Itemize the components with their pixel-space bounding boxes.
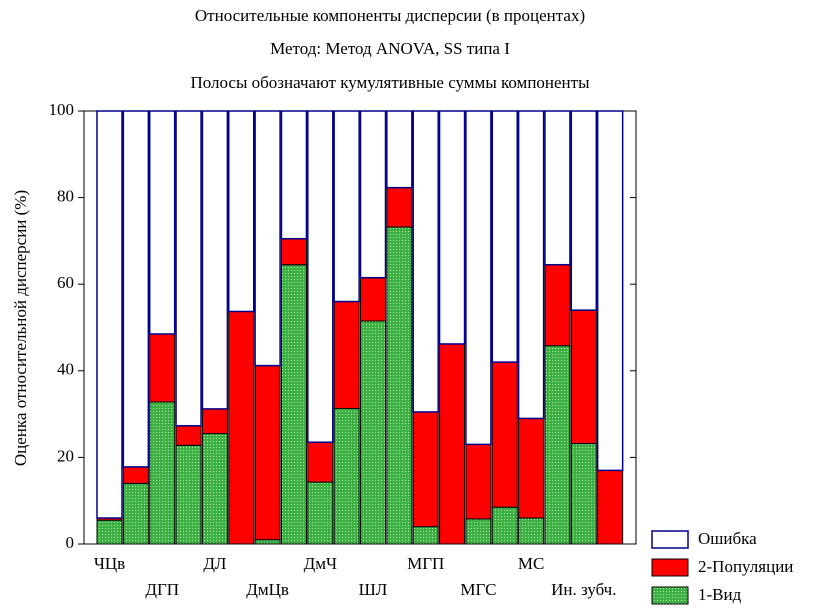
y-tick-label: 60 — [57, 273, 74, 292]
bar-segment — [386, 226, 413, 545]
x-tick-label: ДмЦв — [246, 580, 289, 599]
bar-segment — [254, 539, 281, 545]
bar-segment — [254, 110, 281, 367]
bar-segment — [570, 110, 598, 311]
bar-segment — [544, 264, 571, 347]
bar-segment — [149, 401, 176, 545]
bar-segment — [307, 441, 334, 483]
bar-segment — [96, 519, 123, 545]
bar-segment — [438, 110, 466, 345]
bar-segment — [175, 444, 202, 545]
legend-swatch — [651, 558, 689, 577]
x-tick-label: ДмЧ — [304, 554, 337, 573]
bar-segment — [148, 110, 176, 335]
x-tick-label: МГП — [407, 554, 444, 573]
bar-segment — [201, 408, 228, 435]
bar-segment — [280, 264, 307, 545]
chart-subtitle: Полосы обозначают кумулятивные суммы ком… — [190, 73, 590, 92]
bar-segment — [517, 110, 545, 420]
bar-segment — [228, 110, 255, 313]
bar-segment — [96, 110, 123, 519]
x-tick-label: ЧЦв — [94, 554, 125, 573]
bar-segment — [360, 277, 386, 322]
legend-label: 1-Вид — [698, 585, 742, 604]
bar-segment — [175, 110, 202, 427]
x-tick-label: ШЛ — [359, 580, 388, 599]
x-tick-label: МГС — [460, 580, 496, 599]
chart-subtitle: Метод: Метод ANOVA, SS типа I — [270, 39, 510, 58]
bar-segment — [439, 343, 466, 545]
x-tick-label: Ин. зубч. — [551, 580, 616, 599]
legend-label: Ошибка — [698, 529, 757, 548]
bar-segment — [412, 526, 439, 545]
legend-label: 2-Популяции — [698, 557, 793, 576]
bar-segment — [122, 482, 149, 545]
legend-swatch — [651, 586, 689, 605]
bar-segment — [518, 517, 545, 545]
bar-segment — [201, 110, 229, 410]
bar-segment — [465, 443, 492, 520]
bar-segment — [175, 425, 202, 446]
bar-segment — [386, 187, 413, 228]
y-tick-label: 40 — [57, 360, 74, 379]
legend-swatch — [651, 530, 689, 549]
bar-segment — [228, 310, 255, 545]
y-tick-label: 80 — [57, 187, 74, 206]
bar-segment — [201, 433, 228, 545]
bar-segment — [597, 469, 624, 545]
bar-segment — [149, 333, 176, 403]
chart-title: Относительные компоненты дисперсии (в пр… — [195, 6, 585, 25]
bar-segment — [412, 110, 439, 413]
bar-segment — [570, 309, 597, 445]
bar-segment — [491, 506, 518, 545]
bar-segment — [412, 411, 439, 528]
bar-segment — [307, 110, 334, 443]
bar-segment — [122, 110, 150, 468]
y-tick-label: 100 — [49, 100, 75, 119]
bar-segment — [491, 110, 518, 363]
bar-segment — [280, 238, 307, 266]
bar-segment — [333, 407, 360, 545]
x-tick-label: ДЛ — [203, 554, 227, 573]
y-axis-label: Оценка относительной дисперсии (%) — [11, 190, 30, 466]
bar-segment — [254, 365, 281, 541]
bar-segment — [570, 443, 597, 545]
bar-segment — [465, 518, 492, 545]
x-tick-label: МС — [518, 554, 544, 573]
bar-segment — [359, 110, 387, 279]
y-tick-label: 0 — [66, 533, 75, 552]
bar-segment — [518, 417, 545, 519]
y-tick-label: 20 — [57, 446, 74, 465]
bar-segment — [491, 361, 518, 508]
bar-segment — [596, 110, 624, 472]
bar-segment — [122, 466, 149, 484]
bar-segment — [333, 110, 360, 303]
bar-segment — [333, 301, 360, 409]
bar-segment — [544, 110, 571, 266]
bar-segment — [307, 481, 334, 545]
bar-segment — [360, 320, 386, 545]
bar-segment — [544, 345, 571, 545]
x-tick-label: ДГП — [145, 580, 179, 599]
bar-segment — [465, 110, 492, 446]
bar-segment — [280, 110, 308, 240]
bar-segment — [386, 110, 413, 189]
